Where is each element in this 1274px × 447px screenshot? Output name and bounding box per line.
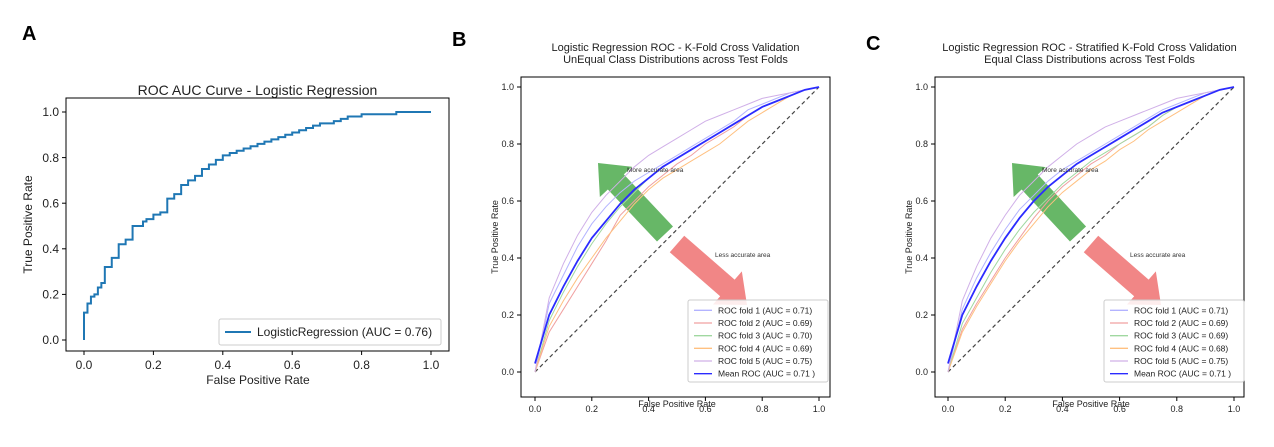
chart-title: ROC AUC Curve - Logistic Regression	[138, 82, 378, 98]
x-tick-label: 0.4	[214, 358, 231, 372]
y-tick-label: 0.0	[501, 367, 514, 377]
y-tick-label: 0.4	[915, 253, 928, 263]
y-axis-label: True Positive Rate	[490, 200, 500, 274]
mean-roc-line	[534, 86, 820, 364]
y-axis-label: True Positive Rate	[21, 175, 35, 274]
annotation-more-accurate: More accurate area	[627, 167, 684, 174]
x-tick-label: 0.0	[529, 404, 542, 414]
roc-fold-5-line	[947, 86, 1235, 373]
x-tick-label: 1.0	[813, 404, 826, 414]
x-tick-label: 0.4	[1056, 404, 1069, 414]
x-tick-label: 0.4	[642, 404, 655, 414]
panel-b-chart: 0.0 0.0 0.2 0.2 0.4 0.4 0.6 0.6 0.8 0.8 1.0 1.0 Logi…	[490, 42, 831, 414]
legend-label: ROC fold 1 (AUC = 0.71)	[718, 305, 812, 315]
x-tick-label: 0.8	[756, 404, 769, 414]
y-tick-label: 0.6	[915, 196, 928, 206]
mean-roc-line	[947, 86, 1235, 364]
y-tick-label: 0.8	[42, 151, 59, 165]
x-axis-label: False Positive Rate	[206, 373, 310, 387]
roc-fold-4-line	[947, 86, 1235, 373]
chart-title: Logistic Regression ROC - K-Fold Cross V…	[552, 42, 800, 54]
more-accurate-arrow	[1012, 163, 1087, 242]
legend-label: ROC fold 3 (AUC = 0.70)	[718, 331, 812, 341]
x-tick-label: 0.2	[586, 404, 599, 414]
panel-label-b: B	[452, 29, 466, 51]
x-tick-label: 0.6	[699, 404, 712, 414]
x-tick-label: 0.0	[76, 358, 93, 372]
legend-label: ROC fold 2 (AUC = 0.69)	[718, 318, 812, 328]
y-axis-label: True Positive Rate	[904, 200, 914, 274]
y-tick-label: 1.0	[42, 105, 59, 119]
panel-c-chart: 0.0 0.0 0.2 0.2 0.4 0.4 0.6 0.6 0.8 0.8 1.0 1.0 Logi…	[904, 42, 1245, 414]
roc-fold-4-line	[534, 86, 820, 373]
roc-fold-1-line	[534, 86, 820, 373]
legend-box	[218, 318, 442, 346]
y-tick-label: 0.6	[501, 196, 514, 206]
legend-box	[1103, 299, 1245, 383]
legend-label: ROC fold 4 (AUC = 0.69)	[718, 343, 812, 353]
annotation-less-accurate: Less accurate area	[715, 252, 771, 259]
x-axis-label: False Positive Rate	[1052, 399, 1130, 409]
axes-frame	[65, 97, 450, 352]
legend-label: ROC fold 2 (AUC = 0.69)	[1134, 318, 1228, 328]
y-tick-label: 0.0	[915, 367, 928, 377]
panel-label-a: A	[22, 23, 36, 45]
y-tick-label: 0.6	[42, 196, 59, 210]
x-axis-label: False Positive Rate	[638, 399, 716, 409]
y-tick-label: 0.4	[501, 253, 514, 263]
x-tick-label: 0.2	[145, 358, 162, 372]
y-tick-label: 0.2	[42, 288, 59, 302]
x-tick-label: 0.8	[353, 358, 370, 372]
legend-label: ROC fold 4 (AUC = 0.68)	[1134, 343, 1228, 353]
legend-label: Mean ROC (AUC = 0.71 )	[718, 369, 815, 379]
panel-label-c: C	[866, 33, 880, 55]
y-tick-label: 0.2	[915, 310, 928, 320]
axes-frame	[520, 76, 831, 398]
panel-a-chart: 0.0 0.0 0.2 0.2 0.4 0.4 0.6 0.6 0.8 0.8 1.0 1.0 ROC …	[21, 82, 450, 387]
chart-subtitle: Equal Class Distributions across Test Fo…	[984, 54, 1195, 66]
legend-box	[687, 299, 829, 383]
y-tick-label: 0.8	[501, 139, 514, 149]
y-tick-label: 0.0	[42, 333, 59, 347]
annotation-more-accurate: More accurate area	[1042, 167, 1099, 174]
x-tick-label: 0.6	[284, 358, 301, 372]
less-accurate-arrow	[669, 235, 747, 305]
roc-fold-1-line	[947, 86, 1235, 373]
legend-label: LogisticRegression (AUC = 0.76)	[257, 325, 432, 339]
y-tick-label: 1.0	[915, 82, 928, 92]
roc-fold-5-line	[534, 86, 820, 373]
less-accurate-arrow	[1083, 235, 1161, 305]
legend-label: ROC fold 5 (AUC = 0.75)	[1134, 356, 1228, 366]
x-tick-label: 1.0	[1228, 404, 1241, 414]
legend-label: ROC fold 5 (AUC = 0.75)	[718, 356, 812, 366]
annotation-less-accurate: Less accurate area	[1130, 252, 1186, 259]
chart-title: Logistic Regression ROC - Stratified K-F…	[942, 42, 1236, 54]
legend-label: ROC fold 3 (AUC = 0.69)	[1134, 331, 1228, 341]
legend-label: Mean ROC (AUC = 0.71 )	[1134, 369, 1231, 379]
y-tick-label: 0.4	[42, 242, 59, 256]
x-tick-label: 0.0	[942, 404, 955, 414]
chance-line	[947, 86, 1235, 373]
chart-subtitle: UnEqual Class Distributions across Test …	[563, 54, 788, 66]
x-tick-label: 1.0	[423, 358, 440, 372]
y-tick-label: 0.8	[915, 139, 928, 149]
x-tick-label: 0.6	[1113, 404, 1126, 414]
roc-curve-line	[83, 111, 431, 340]
axes-frame	[934, 76, 1245, 398]
x-tick-label: 0.2	[999, 404, 1012, 414]
legend-label: ROC fold 1 (AUC = 0.71)	[1134, 305, 1228, 315]
y-tick-label: 0.2	[501, 310, 514, 320]
y-tick-label: 1.0	[501, 82, 514, 92]
x-tick-label: 0.8	[1171, 404, 1184, 414]
